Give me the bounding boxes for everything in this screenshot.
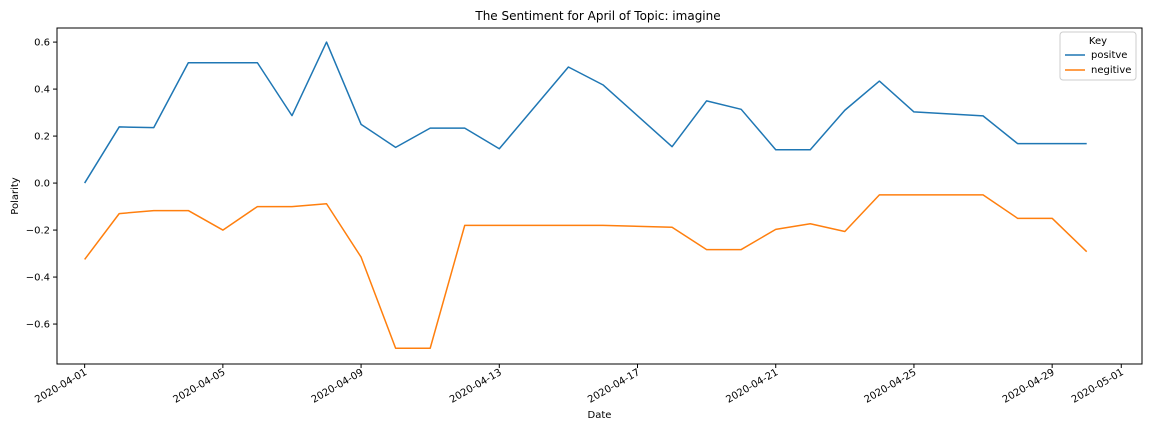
x-tick-label: 2020-04-05 xyxy=(172,367,228,406)
legend-label-positve: positve xyxy=(1091,50,1127,61)
series-line-negitive xyxy=(84,194,1088,350)
legend-box xyxy=(1059,31,1137,81)
x-tick-label: 2020-04-17 xyxy=(586,367,642,406)
legend-title: Key xyxy=(1089,36,1107,47)
x-tick-label: 2020-04-21 xyxy=(724,367,780,406)
y-axis-title: Polarity xyxy=(10,177,21,215)
chart-title: The Sentiment for April of Topic: imagin… xyxy=(474,9,720,23)
x-axis-title: Date xyxy=(588,410,612,421)
y-tick-label: −0.6 xyxy=(26,320,50,331)
x-tick-label: 2020-04-13 xyxy=(448,367,504,406)
y-tick-label: −0.2 xyxy=(26,226,50,237)
legend: Key positve negitive xyxy=(1059,31,1137,81)
plot-area-frame xyxy=(56,27,1143,365)
series-line-positve xyxy=(84,41,1087,184)
legend-label-negitive: negitive xyxy=(1091,65,1131,76)
x-tick-label: 2020-04-09 xyxy=(310,367,366,406)
x-tick-label: 2020-05-01 xyxy=(1070,367,1126,406)
y-tick-label: 0.2 xyxy=(34,132,50,143)
x-tick-label: 2020-04-29 xyxy=(1001,367,1057,406)
y-tick-label: 0.0 xyxy=(34,179,50,190)
y-tick-label: 0.4 xyxy=(34,85,50,96)
x-tick-label: 2020-04-25 xyxy=(863,367,919,406)
y-tick-label: 0.6 xyxy=(34,38,50,49)
y-tick-label: −0.4 xyxy=(26,273,50,284)
x-tick-label: 2020-04-01 xyxy=(33,367,89,406)
